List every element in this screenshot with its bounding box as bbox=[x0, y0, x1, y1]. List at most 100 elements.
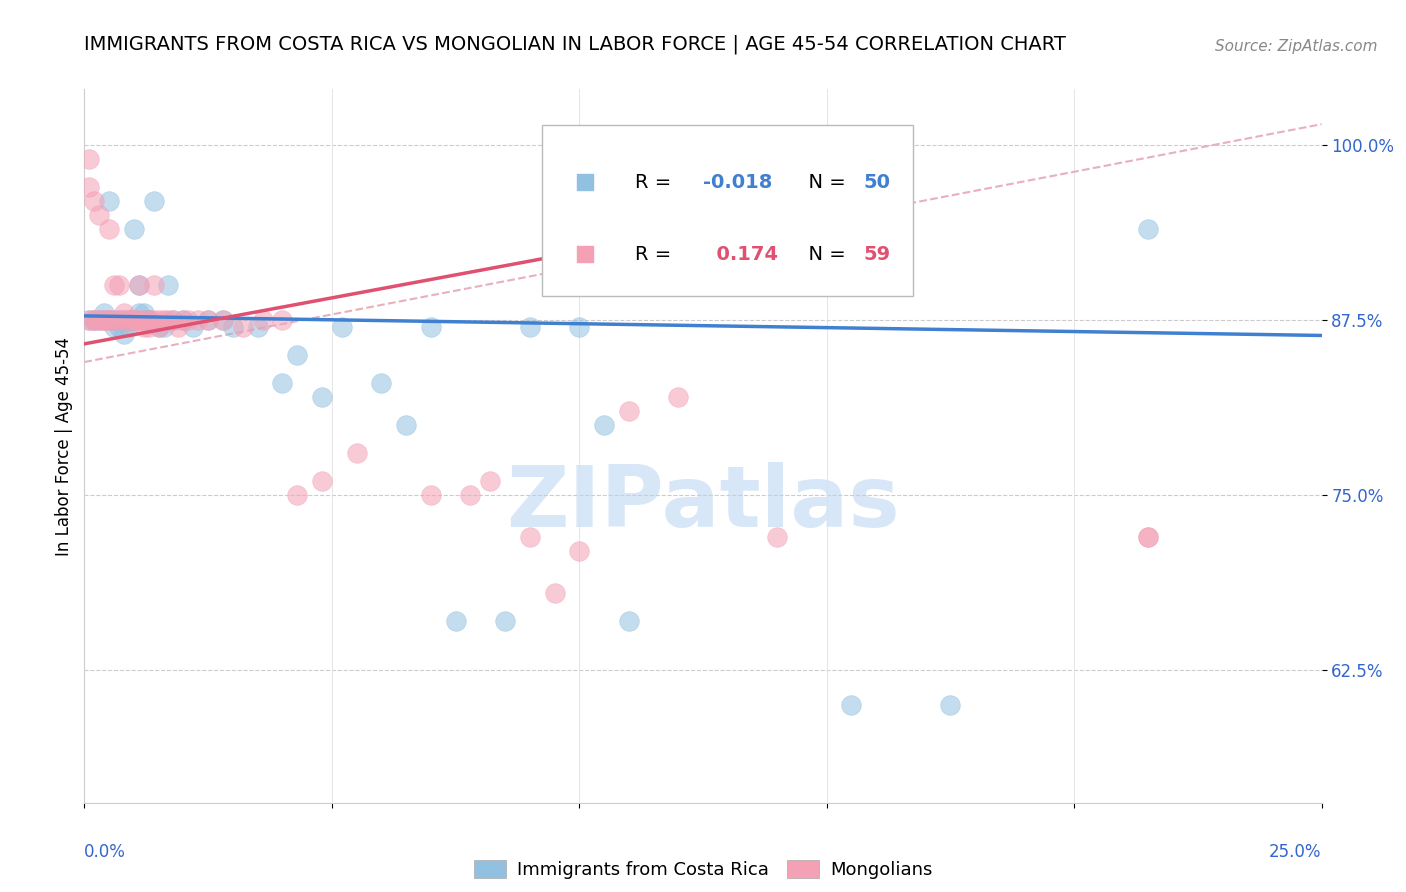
Point bbox=[222, 320, 245, 334]
Point bbox=[128, 306, 150, 320]
Legend: Immigrants from Costa Rica, Mongolians: Immigrants from Costa Rica, Mongolians bbox=[467, 853, 939, 887]
Point bbox=[89, 313, 111, 327]
Point bbox=[617, 404, 640, 418]
Point bbox=[197, 313, 219, 327]
Point bbox=[132, 320, 155, 334]
Point bbox=[519, 530, 541, 544]
Point bbox=[1137, 530, 1160, 544]
Point bbox=[181, 320, 204, 334]
FancyBboxPatch shape bbox=[543, 125, 914, 296]
Point bbox=[148, 313, 170, 327]
Point bbox=[108, 313, 131, 327]
Point bbox=[98, 313, 121, 327]
Point bbox=[112, 306, 135, 320]
Point bbox=[162, 313, 184, 327]
Point bbox=[83, 313, 105, 327]
Point bbox=[122, 313, 145, 327]
Point bbox=[152, 320, 174, 334]
Text: ZIPatlas: ZIPatlas bbox=[506, 461, 900, 545]
Point bbox=[519, 320, 541, 334]
Point bbox=[666, 390, 689, 404]
Point bbox=[103, 320, 125, 334]
Point bbox=[142, 313, 165, 327]
Point bbox=[108, 320, 131, 334]
Point bbox=[98, 313, 121, 327]
Y-axis label: In Labor Force | Age 45-54: In Labor Force | Age 45-54 bbox=[55, 336, 73, 556]
Point bbox=[162, 313, 184, 327]
Point bbox=[285, 348, 308, 362]
Text: R =: R = bbox=[636, 173, 678, 192]
Point bbox=[395, 417, 418, 432]
Point bbox=[152, 313, 174, 327]
Text: -0.018: -0.018 bbox=[703, 173, 772, 192]
Point bbox=[617, 614, 640, 628]
Point bbox=[108, 313, 131, 327]
Point bbox=[460, 488, 482, 502]
Point bbox=[311, 474, 333, 488]
Point bbox=[128, 313, 150, 327]
Point bbox=[271, 376, 294, 390]
Point bbox=[285, 488, 308, 502]
Point bbox=[83, 313, 105, 327]
Point bbox=[177, 313, 200, 327]
Point bbox=[157, 313, 180, 327]
Point bbox=[98, 313, 121, 327]
Point bbox=[246, 320, 269, 334]
Point bbox=[138, 313, 160, 327]
Point bbox=[311, 390, 333, 404]
Point bbox=[271, 313, 294, 327]
Point bbox=[187, 313, 209, 327]
Point bbox=[479, 474, 502, 488]
Text: 59: 59 bbox=[863, 245, 891, 264]
Text: 25.0%: 25.0% bbox=[1270, 843, 1322, 861]
Point bbox=[172, 313, 194, 327]
Point bbox=[118, 313, 141, 327]
Point bbox=[766, 530, 789, 544]
Point bbox=[122, 313, 145, 327]
Point bbox=[112, 313, 135, 327]
Text: 0.0%: 0.0% bbox=[84, 843, 127, 861]
Point bbox=[1137, 530, 1160, 544]
Point bbox=[93, 313, 115, 327]
Point bbox=[346, 446, 368, 460]
Point bbox=[212, 313, 235, 327]
Point bbox=[157, 278, 180, 293]
Point bbox=[132, 306, 155, 320]
Text: Source: ZipAtlas.com: Source: ZipAtlas.com bbox=[1215, 38, 1378, 54]
Text: N =: N = bbox=[796, 245, 852, 264]
Point bbox=[89, 313, 111, 327]
Point bbox=[118, 313, 141, 327]
Point bbox=[93, 313, 115, 327]
Point bbox=[593, 417, 616, 432]
Point bbox=[83, 194, 105, 208]
Point bbox=[83, 313, 105, 327]
Point bbox=[89, 208, 111, 222]
Point bbox=[419, 320, 441, 334]
Point bbox=[138, 320, 160, 334]
Point bbox=[148, 320, 170, 334]
Point bbox=[370, 376, 392, 390]
Point bbox=[172, 313, 194, 327]
Point bbox=[98, 194, 121, 208]
Point bbox=[122, 222, 145, 236]
Point bbox=[79, 180, 101, 194]
Point bbox=[142, 278, 165, 293]
Point bbox=[79, 313, 101, 327]
Point bbox=[568, 320, 591, 334]
Point bbox=[112, 313, 135, 327]
Point bbox=[79, 152, 101, 166]
Point bbox=[138, 313, 160, 327]
Text: N =: N = bbox=[796, 173, 852, 192]
Point bbox=[444, 614, 467, 628]
Text: R =: R = bbox=[636, 245, 678, 264]
Point bbox=[212, 313, 235, 327]
Point bbox=[142, 194, 165, 208]
Text: 0.174: 0.174 bbox=[703, 245, 778, 264]
Point bbox=[494, 614, 516, 628]
Point bbox=[118, 320, 141, 334]
Point bbox=[103, 313, 125, 327]
Point bbox=[103, 313, 125, 327]
Point bbox=[252, 313, 274, 327]
Point bbox=[148, 320, 170, 334]
Point bbox=[93, 306, 115, 320]
